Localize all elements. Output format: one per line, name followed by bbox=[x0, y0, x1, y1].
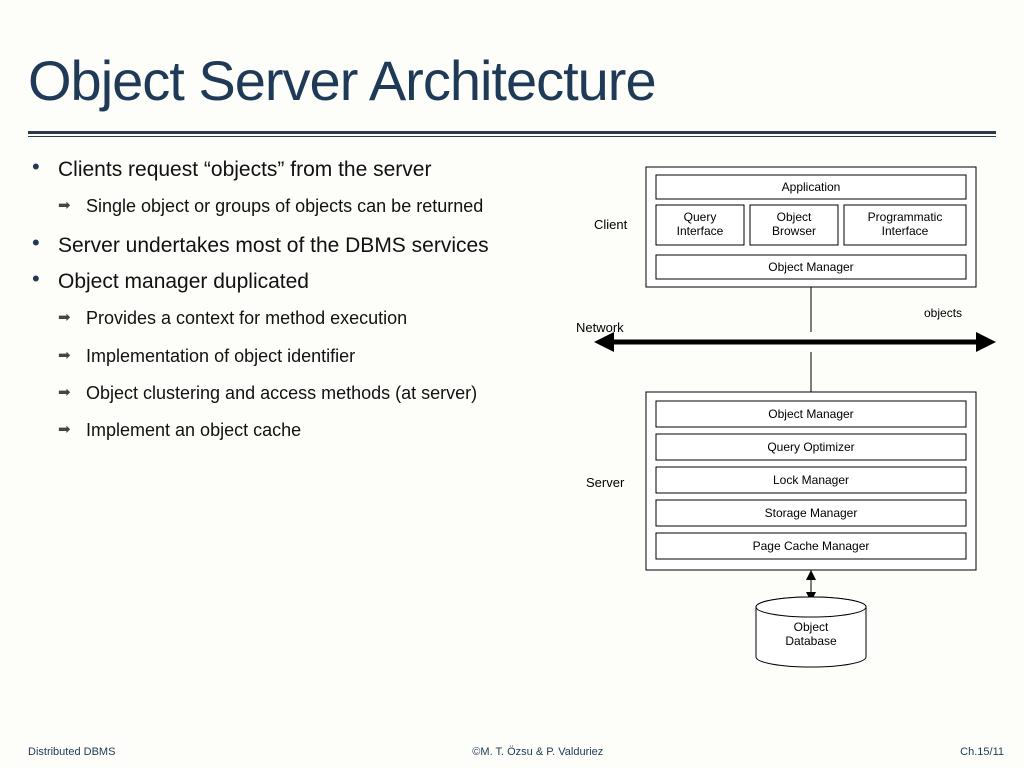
box-query-interface: Query bbox=[684, 210, 717, 224]
bullet-text: Clients request “objects” from the serve… bbox=[58, 158, 431, 181]
bullet-text: Object manager duplicated bbox=[58, 270, 309, 293]
text-column: Clients request “objects” from the serve… bbox=[28, 157, 536, 697]
sub-bullet: Provides a context for method execution bbox=[58, 307, 536, 330]
bullet-item: Clients request “objects” from the serve… bbox=[28, 157, 536, 219]
sub-bullet: Single object or groups of objects can b… bbox=[58, 195, 536, 218]
svg-text:Browser: Browser bbox=[772, 224, 816, 238]
bullet-text: Server undertakes most of the DBMS servi… bbox=[58, 234, 489, 257]
box-programmatic-interface: Programmatic bbox=[868, 210, 943, 224]
content-area: Clients request “objects” from the serve… bbox=[0, 137, 1024, 697]
box-client-object-manager: Object Manager bbox=[768, 260, 853, 274]
svg-text:Interface: Interface bbox=[677, 224, 724, 238]
client-label: Client bbox=[594, 217, 628, 232]
box-query-optimizer: Query Optimizer bbox=[767, 440, 854, 454]
footer-right: Ch.15/11 bbox=[960, 746, 1004, 758]
network-label: Network bbox=[576, 320, 624, 335]
slide-title: Object Server Architecture bbox=[0, 0, 1024, 113]
box-object-browser: Object bbox=[777, 210, 812, 224]
box-storage-manager: Storage Manager bbox=[765, 506, 858, 520]
box-server-object-manager: Object Manager bbox=[768, 407, 853, 421]
box-application: Application bbox=[782, 180, 841, 194]
svg-text:Database: Database bbox=[785, 634, 837, 648]
box-page-cache-manager: Page Cache Manager bbox=[753, 539, 870, 553]
sub-bullet: Implement an object cache bbox=[58, 419, 536, 442]
slide-footer: Distributed DBMS ©M. T. Özsu & P. Valdur… bbox=[0, 746, 1024, 758]
sub-bullet: Object clustering and access methods (at… bbox=[58, 382, 536, 405]
svg-text:Interface: Interface bbox=[882, 224, 929, 238]
db-label: Object bbox=[794, 620, 829, 634]
bullet-item: Server undertakes most of the DBMS servi… bbox=[28, 233, 536, 259]
architecture-diagram: Application Query Interface Object Brows… bbox=[536, 157, 996, 697]
objects-label: objects bbox=[924, 306, 962, 320]
divider-thick bbox=[28, 131, 996, 134]
box-lock-manager: Lock Manager bbox=[773, 473, 849, 487]
footer-left: Distributed DBMS bbox=[28, 746, 115, 758]
server-label: Server bbox=[586, 475, 625, 490]
bullet-item: Object manager duplicated Provides a con… bbox=[28, 269, 536, 443]
footer-center: ©M. T. Özsu & P. Valduriez bbox=[472, 746, 603, 758]
sub-bullet: Implementation of object identifier bbox=[58, 345, 536, 368]
